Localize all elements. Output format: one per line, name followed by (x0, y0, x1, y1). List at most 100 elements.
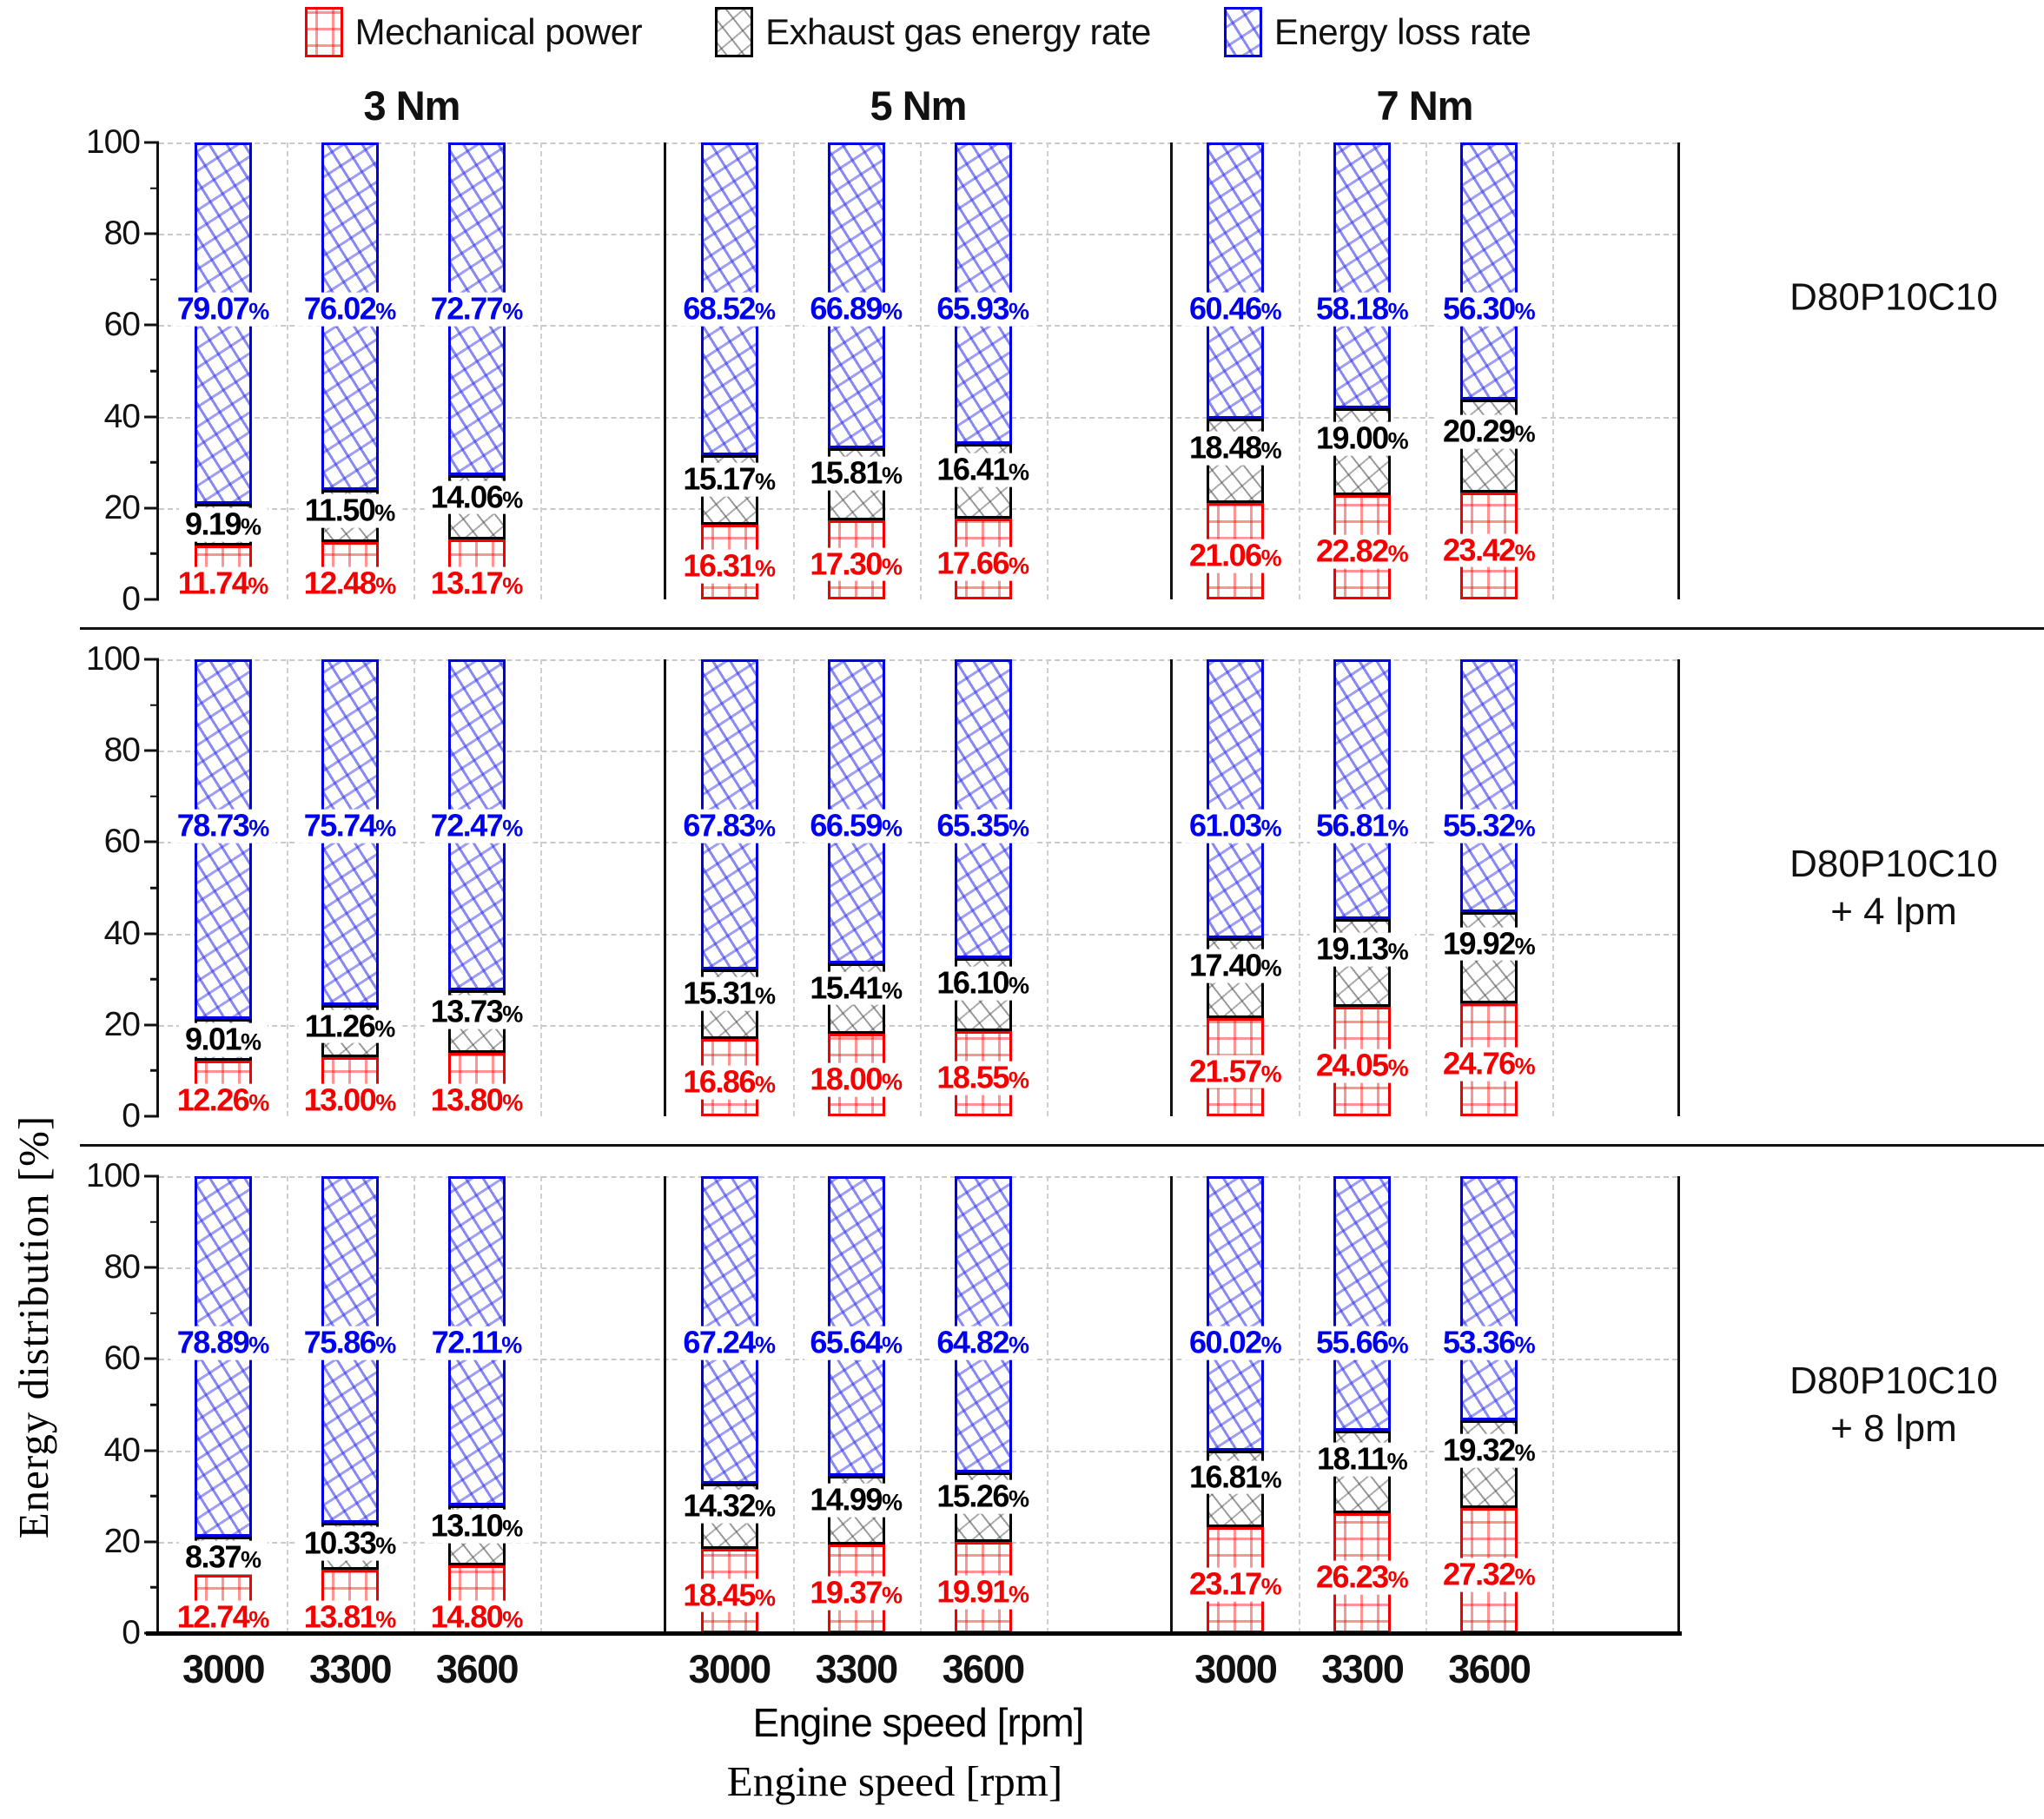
torque-group-separator (1169, 1176, 1173, 1633)
y-minor-tick-mark (150, 187, 159, 189)
value-text: 66.59 (810, 807, 883, 843)
value-label-loss: 55.66% (1310, 1326, 1415, 1360)
value-label-exh: 13.10% (424, 1508, 530, 1544)
segment-loss (1333, 142, 1392, 409)
h-gridline (159, 1024, 1677, 1027)
percent-sign: % (375, 1089, 397, 1116)
value-text: 56.81 (1316, 807, 1389, 843)
h-gridline (159, 1450, 1677, 1452)
percent-sign: % (1260, 1466, 1282, 1493)
value-text: 15.81 (810, 454, 883, 491)
segment-loss (1207, 142, 1265, 420)
y-minor-tick-mark (150, 1403, 159, 1406)
value-label-mech: 18.55% (930, 1062, 1035, 1095)
value-label-mech: 11.74% (171, 566, 275, 601)
value-text: 19.91 (936, 1573, 1009, 1610)
percent-sign: % (1387, 938, 1409, 965)
percent-sign: % (1260, 1573, 1282, 1600)
value-label-loss: 56.81% (1310, 807, 1415, 843)
percent-sign: % (248, 815, 270, 842)
v-gridline (1046, 142, 1048, 599)
percent-sign: % (754, 556, 776, 582)
percent-sign: % (754, 982, 776, 1009)
percent-sign: % (1514, 1053, 1536, 1080)
value-label-loss: 72.77% (424, 292, 530, 327)
v-gridline (919, 1176, 922, 1633)
v-gridline (1426, 142, 1428, 599)
percent-sign: % (881, 1068, 903, 1095)
percent-sign: % (754, 1495, 776, 1522)
value-label-mech: 13.17% (424, 565, 530, 601)
y-tick-mark (144, 1357, 159, 1360)
y-tick-mark (144, 598, 159, 601)
v-gridline (792, 659, 795, 1116)
value-text: 65.93 (936, 290, 1009, 327)
v-gridline (413, 659, 415, 1116)
y-axis-spine (156, 659, 159, 1116)
y-minor-tick-mark (150, 795, 159, 798)
v-gridline (540, 1176, 542, 1633)
percent-sign: % (374, 499, 396, 526)
value-text: 13.10 (430, 1508, 504, 1544)
y-minor-tick-mark (150, 977, 159, 981)
x-axis-line (146, 1631, 1682, 1636)
percent-sign: % (375, 1606, 397, 1633)
x-tick-label-3000: 3000 (688, 1647, 772, 1691)
bar-3nm-3600rpm (448, 659, 506, 1116)
value-text: 24.76 (1443, 1045, 1516, 1081)
percent-sign: % (881, 815, 903, 842)
value-label-exh: 14.99% (804, 1483, 909, 1518)
value-label-exh: 15.17% (677, 462, 782, 497)
value-text: 16.81 (1189, 1459, 1262, 1495)
v-gridline (287, 659, 288, 1116)
percent-sign: % (1260, 298, 1282, 325)
value-text: 18.45 (683, 1577, 756, 1613)
value-label-exh: 19.32% (1437, 1433, 1542, 1468)
percent-sign: % (502, 486, 524, 513)
percent-sign: % (502, 1516, 524, 1543)
bar-5nm-3300rpm (827, 1176, 885, 1633)
percent-sign: % (1386, 1448, 1408, 1475)
value-label-loss: 56.30% (1437, 292, 1542, 327)
segment-loss (954, 659, 1012, 958)
right-frame-spine (1677, 1176, 1680, 1633)
bar-5nm-3600rpm (954, 659, 1012, 1116)
percent-sign: % (1514, 539, 1536, 566)
value-label-mech: 16.31% (677, 550, 782, 584)
value-text: 16.10 (936, 965, 1009, 1002)
y-tick-label: 100 (85, 1157, 141, 1194)
h-gridline (159, 751, 1677, 753)
percent-sign: % (1387, 1332, 1409, 1359)
h-gridline (159, 416, 1677, 419)
y-tick-mark (144, 1023, 159, 1027)
value-label-mech: 13.81% (297, 1600, 403, 1635)
percent-sign: % (881, 1489, 903, 1516)
y-tick-label: 40 (103, 397, 141, 435)
value-text: 79.07 (176, 290, 250, 327)
v-gridline (919, 659, 922, 1116)
value-text: 27.32 (1443, 1557, 1516, 1593)
value-label-exh: 15.41% (804, 971, 909, 1005)
bar-3nm-3300rpm (321, 142, 379, 599)
percent-sign: % (754, 298, 776, 325)
bar-5nm-3000rpm (700, 659, 758, 1116)
value-text: 8.37 (184, 1538, 242, 1575)
v-gridline (1046, 659, 1048, 1116)
percent-sign: % (754, 815, 776, 842)
torque-group-separator (664, 659, 667, 1116)
value-text: 75.74 (303, 807, 377, 843)
percent-sign: % (1008, 815, 1029, 842)
y-minor-tick-mark (150, 1494, 159, 1498)
value-text: 17.30 (810, 546, 883, 582)
value-label-exh: 9.19% (178, 507, 268, 542)
value-text: 61.03 (1189, 807, 1262, 843)
value-text: 13.17 (430, 565, 504, 601)
h-gridline (159, 1541, 1677, 1544)
bar-7nm-3300rpm (1333, 659, 1392, 1116)
percent-sign: % (502, 298, 524, 325)
value-text: 15.41 (810, 969, 883, 1006)
y-axis-label: Energy distribution [%] (10, 1115, 57, 1539)
percent-sign: % (375, 572, 397, 599)
y-tick-label: 80 (103, 215, 141, 253)
percent-sign: % (1387, 1055, 1409, 1081)
